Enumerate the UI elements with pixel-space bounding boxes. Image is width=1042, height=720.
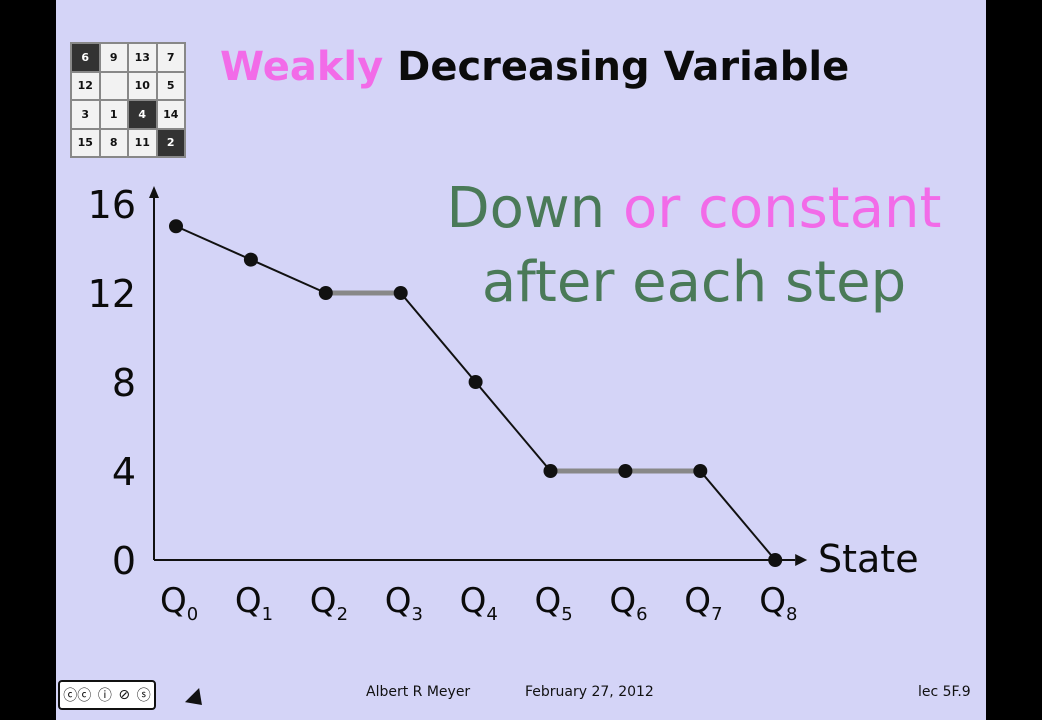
x-tick-label-subscript: 1 — [262, 604, 273, 625]
puzzle-cell: 12 — [72, 72, 99, 99]
puzzle-cell: 14 — [157, 101, 184, 128]
x-tick-label: Q3 — [385, 581, 423, 625]
y-tick-label: 16 — [88, 183, 136, 227]
x-tick-label-base: Q — [609, 581, 636, 621]
puzzle-cell: 4 — [129, 101, 156, 128]
puzzle-cell: 6 — [72, 44, 99, 71]
puzzle-cell: 8 — [100, 129, 127, 156]
data-point-q4 — [468, 375, 483, 389]
puzzle-cell: 13 — [129, 44, 156, 71]
cc-icon: ⓒⓒ — [63, 688, 92, 704]
by-icon: ⓘ — [97, 688, 112, 704]
chart-axes — [149, 186, 808, 566]
x-axis-label: State — [818, 537, 919, 581]
x-tick-label: Q7 — [684, 581, 722, 625]
x-tick-label-subscript: 7 — [711, 604, 722, 625]
puzzle-cell: 1 — [100, 101, 127, 128]
puzzle-cell: 5 — [157, 72, 184, 99]
footer-lecture: lec 5F.9 — [918, 684, 971, 700]
x-tick-label-subscript: 3 — [411, 604, 422, 625]
x-tick-label-subscript: 8 — [786, 604, 797, 625]
x-axis-arrow-icon — [795, 554, 808, 566]
nc-icon: ⊘ — [118, 687, 131, 703]
y-tick-label: 4 — [112, 450, 136, 494]
puzzle-cell: 9 — [100, 44, 127, 71]
x-tick-label-base: Q — [684, 581, 711, 621]
x-tick-label-subscript: 2 — [337, 604, 348, 625]
x-tick-label: Q0 — [160, 581, 198, 625]
x-tick-label: Q5 — [535, 581, 573, 625]
x-tick-label-subscript: 6 — [636, 604, 647, 625]
callout-line-1: Down or constant — [444, 172, 944, 246]
x-tick-label-base: Q — [759, 581, 786, 621]
data-point-q8 — [768, 553, 783, 567]
fifteen-puzzle-thumbnail: 6 9 13 7 12 10 5 3 1 4 14 15 8 11 2 — [70, 42, 186, 158]
callout-text: Down or constant after each step — [444, 172, 944, 320]
data-point-q6 — [618, 464, 633, 478]
x-tick-label-base: Q — [235, 581, 262, 621]
title-emphasis-word: Weakly — [220, 44, 384, 90]
puzzle-cell: 2 — [157, 129, 184, 156]
x-tick-label-subscript: 5 — [561, 604, 572, 625]
x-tick-label-base: Q — [310, 581, 337, 621]
footer-date: February 27, 2012 — [525, 684, 654, 700]
slide-canvas — [56, 0, 986, 720]
puzzle-cell: 10 — [129, 72, 156, 99]
puzzle-cell — [100, 72, 127, 99]
x-tick-label-base: Q — [160, 581, 187, 621]
data-point-q5 — [543, 464, 558, 478]
x-tick-label: Q8 — [759, 581, 797, 625]
puzzle-cell: 15 — [72, 129, 99, 156]
callout-line-2: after each step — [481, 250, 907, 315]
data-point-q7 — [693, 464, 708, 478]
data-point-q0 — [169, 219, 183, 234]
sa-icon: ⓢ — [136, 688, 151, 704]
x-tick-label-base: Q — [460, 581, 487, 621]
callout-or-constant: or constant — [622, 176, 942, 241]
x-tick-label: Q1 — [235, 581, 273, 625]
decreasing-segment — [250, 258, 327, 294]
y-tick-label: 8 — [112, 361, 136, 405]
x-tick-label: Q4 — [460, 581, 498, 625]
x-tick-label: Q2 — [310, 581, 348, 625]
decreasing-segment — [699, 470, 776, 561]
puzzle-cell: 7 — [157, 44, 184, 71]
data-point-q1 — [243, 252, 258, 267]
y-tick-label: 12 — [88, 272, 136, 316]
slide-title: Weakly Decreasing Variable — [220, 44, 849, 90]
footer-author: Albert R Meyer — [366, 684, 471, 700]
chart-series — [169, 219, 783, 567]
data-point-q2 — [318, 286, 333, 300]
decreasing-segment — [399, 292, 477, 383]
x-tick-label: Q6 — [609, 581, 647, 625]
data-point-q3 — [393, 286, 408, 300]
y-axis-arrow-icon — [149, 186, 159, 198]
y-tick-label: 0 — [112, 539, 136, 583]
decreasing-segment — [474, 381, 552, 472]
x-tick-label-base: Q — [535, 581, 562, 621]
x-tick-label-subscript: 4 — [486, 604, 497, 625]
title-rest: Decreasing Variable — [397, 44, 850, 90]
puzzle-cell: 3 — [72, 101, 99, 128]
license-badge: ⓒⓒ ⓘ ⊘ ⓢ — [58, 680, 156, 710]
decreasing-segment — [175, 225, 252, 261]
x-tick-label-subscript: 0 — [187, 604, 198, 625]
puzzle-cell: 11 — [129, 129, 156, 156]
x-tick-label-base: Q — [385, 581, 412, 621]
callout-down: Down — [446, 176, 623, 241]
